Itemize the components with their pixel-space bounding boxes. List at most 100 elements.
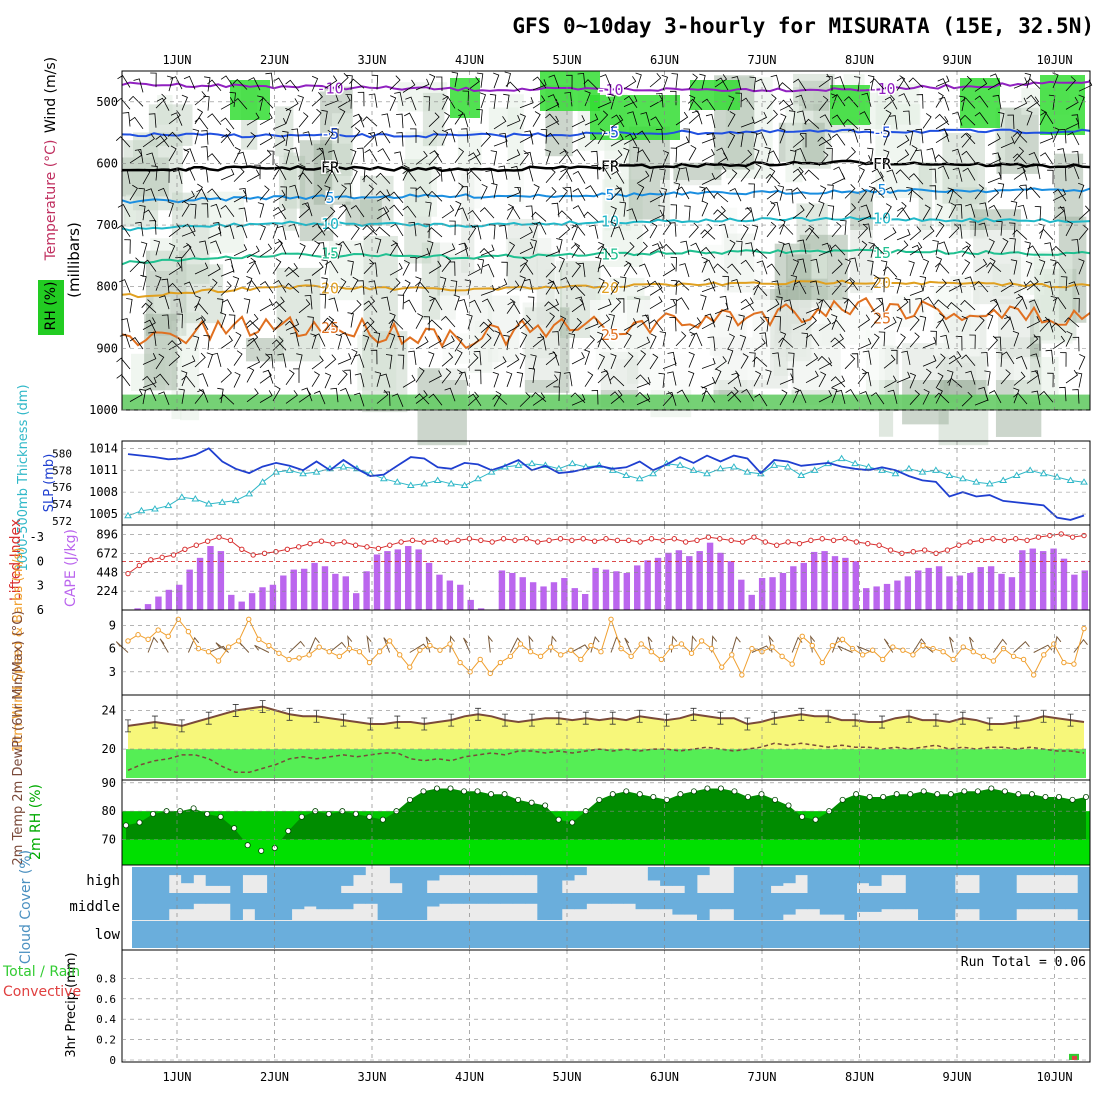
rh2m-point	[1015, 791, 1022, 798]
wind-barb	[792, 166, 804, 182]
lifted-index-point	[182, 546, 188, 552]
lifted-index-point	[956, 542, 962, 548]
wind-barb	[953, 278, 963, 294]
thickness-point	[797, 471, 806, 478]
wind-barb	[752, 248, 768, 259]
wind-barb	[402, 259, 410, 276]
wind-barb	[142, 259, 157, 272]
wind-barb	[583, 211, 599, 222]
wind-barb	[676, 186, 690, 200]
wind-barb	[584, 113, 599, 126]
wind-speed-point	[708, 645, 715, 652]
wind-barb	[947, 302, 963, 312]
wind-barb	[572, 188, 586, 201]
wind-barb	[272, 164, 281, 180]
thickness-point	[514, 461, 523, 468]
wind-barb	[826, 147, 833, 163]
cloud-cell	[623, 921, 636, 948]
pressure-tick: 1000	[89, 403, 118, 417]
wind-speed-point	[437, 647, 443, 653]
cloud-cell	[156, 893, 170, 920]
wind-barb	[897, 207, 911, 220]
wind-barb	[1026, 94, 1041, 107]
wind-barb	[831, 221, 842, 238]
temp-minmax-bar	[744, 717, 751, 731]
wind-barb	[344, 183, 352, 198]
wind-barb	[727, 95, 735, 111]
wind-barb	[168, 145, 177, 162]
wind-barb	[441, 256, 452, 273]
wind-barb	[831, 314, 838, 330]
wind-barb	[503, 334, 510, 351]
cloud-cell	[205, 867, 219, 886]
wind-barb	[423, 96, 431, 111]
wind-barb	[862, 223, 872, 238]
wind-barb	[690, 242, 703, 256]
cloud-cell	[856, 921, 870, 948]
wind-barb	[272, 134, 286, 148]
wind-barb	[376, 389, 389, 404]
wind-barb	[363, 300, 378, 313]
lifted-index-point	[398, 539, 404, 545]
wind-barb	[257, 95, 264, 111]
wind-barb	[415, 78, 430, 91]
wind-barb-10m	[647, 636, 653, 653]
wind-barb	[938, 241, 950, 256]
cloud-cell	[856, 867, 870, 884]
wind-barb	[1050, 259, 1057, 275]
wind-barb	[987, 238, 995, 255]
wind-barb	[362, 116, 378, 127]
wind-barb	[194, 295, 201, 311]
wind-barb	[373, 332, 381, 348]
cape-bar	[342, 576, 349, 610]
wind-barb	[951, 148, 963, 163]
wind-barb	[830, 337, 846, 348]
wind-barb	[501, 261, 508, 277]
wind-barb	[307, 316, 314, 332]
wind-barb	[701, 186, 716, 199]
rh2m-point	[812, 816, 819, 823]
wind-barb	[884, 96, 898, 110]
wind-barb	[558, 315, 567, 332]
wind-barb	[610, 297, 622, 313]
wind-barb	[974, 95, 989, 108]
cloud-cell	[696, 893, 710, 920]
wind-barb	[716, 147, 729, 161]
cloud-cell	[758, 921, 772, 948]
wind-barb	[610, 279, 620, 295]
rh2m-point	[501, 791, 508, 798]
wind-barb	[703, 259, 716, 274]
wind-barb	[705, 113, 716, 129]
wind-barb	[961, 132, 972, 148]
cloud-cell	[512, 921, 526, 948]
wind-speed-point	[517, 641, 524, 647]
wind-barb	[493, 278, 508, 291]
cape-bar	[758, 578, 766, 610]
wind-barb	[288, 223, 300, 238]
wind-barb	[427, 319, 443, 330]
wind-barb-10m	[366, 634, 372, 653]
lifted-index-point	[148, 557, 154, 563]
wind-barb	[129, 116, 144, 130]
cloud-cell	[254, 893, 268, 920]
wind-barb	[867, 75, 875, 91]
cloud-cell	[1077, 921, 1091, 948]
wind-speed-point	[125, 638, 131, 644]
wind-barb	[683, 128, 690, 144]
cloud-cell	[942, 867, 956, 894]
wind-barb	[896, 134, 910, 148]
rh-cell	[283, 152, 297, 231]
wind-barb	[947, 370, 954, 386]
wind-barb	[831, 279, 842, 295]
wind-speed-point	[598, 649, 604, 655]
wind-barb	[922, 355, 937, 367]
cloud-cell	[389, 893, 403, 920]
wind-barb	[718, 223, 729, 238]
wind-barb	[507, 206, 521, 220]
cloud-cell	[426, 921, 440, 948]
wind-barb	[987, 171, 1002, 184]
wind-barb	[1064, 317, 1080, 328]
wind-barb	[597, 241, 605, 258]
thickness-point	[1039, 469, 1048, 477]
wind-barb	[600, 370, 612, 385]
